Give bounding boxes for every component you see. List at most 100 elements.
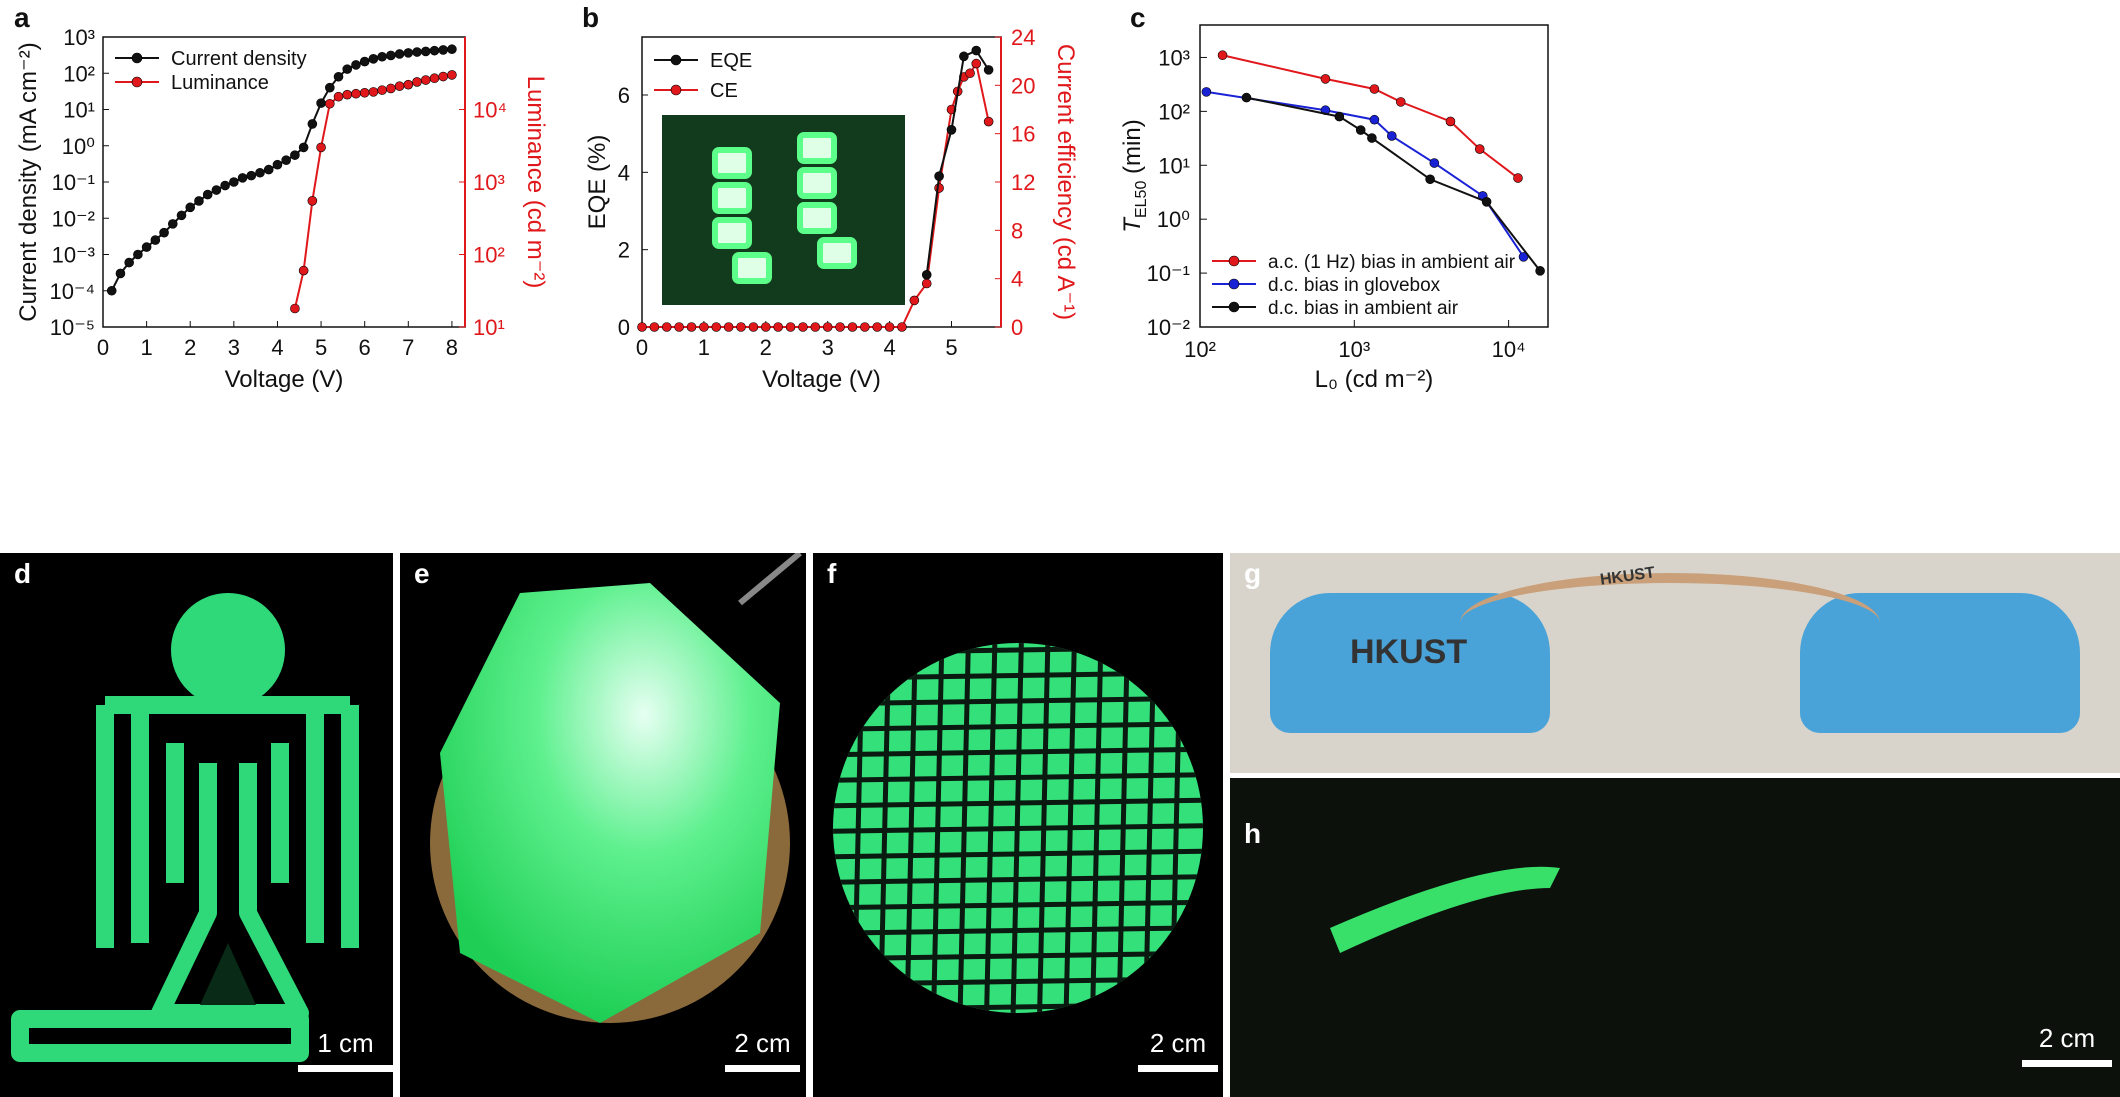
grid-line-h-6 bbox=[833, 797, 1203, 809]
y-tick-label-a-8: 10³ bbox=[63, 25, 95, 50]
x-tick-label-b-3: 3 bbox=[822, 335, 834, 360]
data-point-b-1-30 bbox=[983, 116, 994, 127]
scale-bar-e-line bbox=[725, 1065, 800, 1072]
scale-bar-d-line bbox=[298, 1065, 393, 1072]
data-point-a-0-18 bbox=[263, 164, 274, 175]
data-point-b-1-8 bbox=[736, 322, 746, 332]
y2-axis-label-b: Current efficiency (cd A⁻¹) bbox=[1052, 44, 1079, 320]
legend-marker-a-1 bbox=[131, 76, 143, 88]
y-tick-label-a-2: 10⁻³ bbox=[52, 243, 95, 268]
data-point-a-1-8 bbox=[359, 87, 370, 98]
y-tick-label-a-7: 10² bbox=[63, 61, 95, 86]
x-tick-label-a-4: 4 bbox=[271, 335, 283, 360]
y-tick-label-a-3: 10⁻² bbox=[52, 206, 95, 231]
y-tick-label-c-0: 10⁻² bbox=[1147, 315, 1190, 340]
y-tick-label-c-3: 10¹ bbox=[1158, 153, 1190, 178]
y-axis-label-b: EQE (%) bbox=[584, 135, 611, 230]
data-point-a-0-25 bbox=[324, 82, 335, 93]
data-point-a-0-26 bbox=[333, 71, 344, 82]
inset-pixel-b-0 bbox=[712, 147, 752, 179]
x-tick-label-b-5: 5 bbox=[945, 335, 957, 360]
data-point-a-0-4 bbox=[141, 242, 152, 252]
data-point-b-1-13 bbox=[798, 322, 808, 332]
grid-line-h-4 bbox=[833, 746, 1203, 758]
data-point-b-0-0 bbox=[921, 269, 932, 280]
data-point-a-0-3 bbox=[133, 249, 143, 260]
data-point-c-0-2 bbox=[1369, 84, 1380, 94]
panel-label-f: f bbox=[827, 558, 837, 589]
data-point-b-1-14 bbox=[810, 322, 821, 332]
data-point-a-1-10 bbox=[377, 85, 387, 95]
y2-tick-label-b-4: 16 bbox=[1011, 122, 1035, 147]
photo-h-flexible-glow: 2 cm h bbox=[1230, 778, 2120, 1097]
scale-bar-f: 2 cm bbox=[1138, 1028, 1218, 1072]
y-tick-label-c-1: 10⁻¹ bbox=[1147, 261, 1190, 286]
y2-tick-label-b-2: 8 bbox=[1011, 218, 1023, 243]
y2-tick-label-b-3: 12 bbox=[1011, 170, 1035, 195]
data-point-b-1-3 bbox=[674, 322, 684, 332]
data-point-a-0-0 bbox=[106, 285, 117, 296]
panel-label-a: a bbox=[14, 2, 30, 33]
panel-label-c: c bbox=[1130, 2, 1146, 33]
data-point-a-0-20 bbox=[281, 155, 291, 165]
data-point-a-1-13 bbox=[403, 79, 414, 90]
grid-line-v-9 bbox=[1089, 643, 1104, 1013]
logo-glow-illustration bbox=[11, 593, 359, 1062]
scale-bar-h-label: 2 cm bbox=[2038, 1023, 2096, 1053]
data-point-b-1-19 bbox=[872, 322, 883, 332]
data-point-a-0-6 bbox=[159, 227, 169, 238]
legend-marker-c-2 bbox=[1228, 301, 1240, 313]
scale-bar-d-label: 1 cm bbox=[317, 1028, 374, 1058]
data-point-b-1-24 bbox=[934, 183, 944, 193]
grid-line-h-3 bbox=[833, 721, 1203, 732]
scale-bar-e: 2 cm bbox=[725, 1028, 800, 1072]
data-point-a-1-12 bbox=[394, 81, 405, 91]
x-tick-label-a-8: 8 bbox=[446, 335, 458, 360]
grid-line-v-5 bbox=[983, 643, 998, 1013]
data-point-b-1-20 bbox=[884, 322, 895, 332]
data-point-c-2-3 bbox=[1367, 133, 1377, 143]
charts-area: 0 1 2 3 4 5 6 7 810⁻⁵10⁻⁴10⁻³10⁻²10⁻¹10⁰10¹10²10… bbox=[15, 24, 1549, 393]
data-point-a-0-16 bbox=[246, 170, 257, 181]
inset-pixel-b-3 bbox=[732, 252, 772, 284]
data-point-a-0-29 bbox=[359, 56, 370, 67]
data-point-a-1-17 bbox=[438, 71, 448, 82]
grid-line-h-0 bbox=[833, 644, 1203, 656]
y-tick-label-b-2: 4 bbox=[618, 160, 630, 185]
x-tick-label-c-2: 10⁴ bbox=[1492, 337, 1526, 362]
data-point-b-1-21 bbox=[897, 322, 907, 332]
legend-marker-b-0 bbox=[670, 54, 682, 66]
data-point-b-1-29 bbox=[971, 58, 982, 69]
panel-label-b: b bbox=[582, 2, 600, 33]
y2-tick-label-a-0: 10¹ bbox=[473, 315, 505, 340]
legend-label-a-1: Luminance bbox=[171, 72, 269, 94]
legend-marker-c-0 bbox=[1228, 255, 1240, 267]
data-point-c-0-1 bbox=[1320, 74, 1331, 84]
data-point-a-0-2 bbox=[124, 257, 134, 268]
series-line-c-1 bbox=[1206, 90, 1525, 258]
x-tick-label-b-1: 1 bbox=[698, 335, 710, 360]
x-tick-label-a-3: 3 bbox=[228, 335, 240, 360]
data-point-a-0-8 bbox=[176, 210, 187, 221]
x-tick-label-a-2: 2 bbox=[184, 335, 196, 360]
data-point-b-1-12 bbox=[785, 322, 796, 332]
data-point-a-0-24 bbox=[316, 98, 326, 108]
x-axis-label-b: Voltage (V) bbox=[762, 366, 881, 393]
data-point-b-1-10 bbox=[760, 322, 771, 332]
data-point-a-0-35 bbox=[412, 47, 422, 57]
data-point-a-0-38 bbox=[438, 45, 448, 55]
inset-pixel-b-5 bbox=[797, 167, 837, 199]
data-point-c-1-4 bbox=[1429, 158, 1440, 168]
data-point-c-2-5 bbox=[1481, 197, 1492, 207]
grid-line-h-13 bbox=[833, 976, 1203, 987]
data-point-a-0-13 bbox=[220, 180, 230, 191]
data-point-b-1-18 bbox=[860, 322, 870, 332]
grid-line-v-8 bbox=[1062, 643, 1078, 1013]
inset-pixel-b-1 bbox=[712, 182, 752, 214]
data-point-a-0-7 bbox=[167, 219, 178, 229]
legend-label-c-1: d.c. bias in glovebox bbox=[1268, 275, 1441, 296]
data-point-c-2-1 bbox=[1334, 111, 1345, 122]
data-point-a-0-1 bbox=[115, 268, 126, 279]
x-tick-label-b-0: 0 bbox=[636, 335, 648, 360]
plot-frame-c bbox=[1199, 24, 1549, 328]
